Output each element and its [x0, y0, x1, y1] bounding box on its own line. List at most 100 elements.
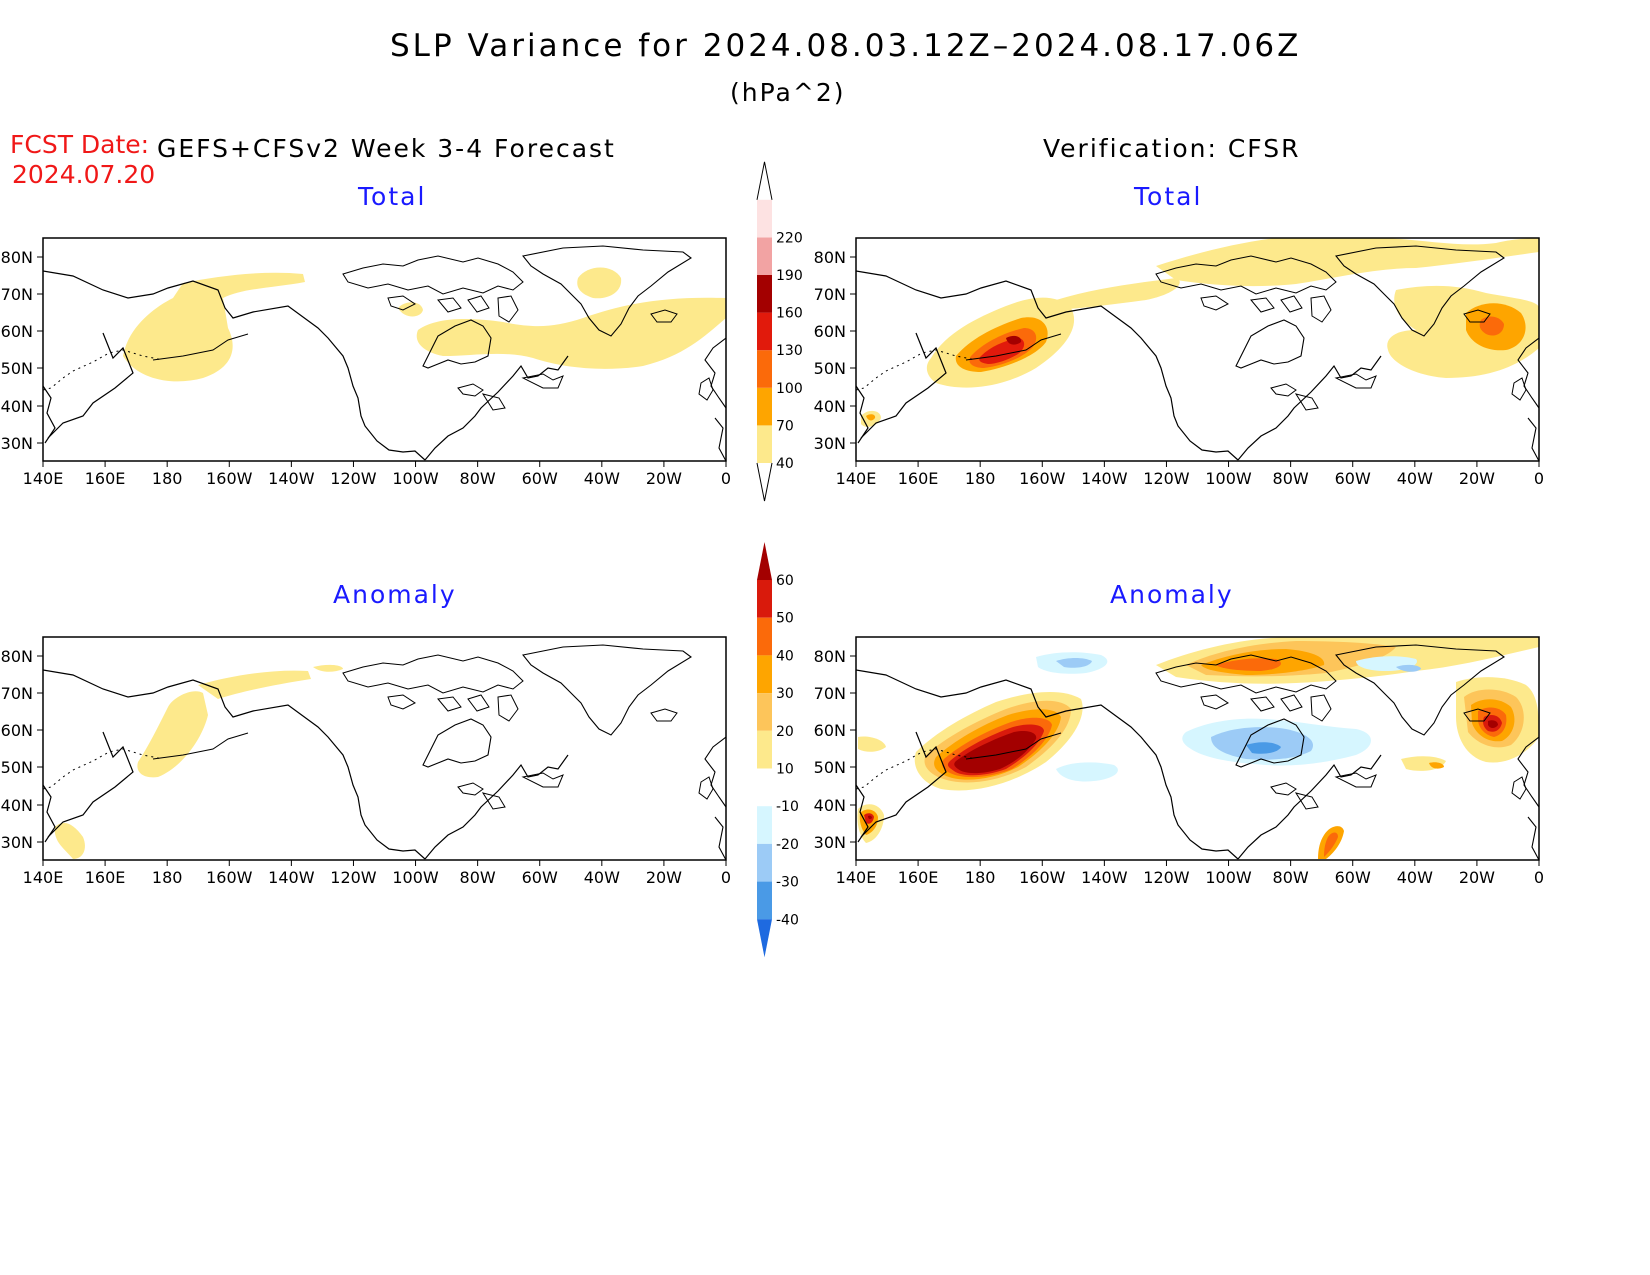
lon-tick-label: 40W [584, 868, 620, 887]
map-frame [42, 237, 727, 462]
lon-tick-label: 120W [1143, 469, 1190, 488]
colorbar-swatch [757, 425, 772, 463]
colorbar-swatch [757, 655, 772, 694]
lon-tick-label: 180 [152, 868, 183, 887]
colorbar-swatch [757, 237, 772, 275]
lon-tick-label: 60W [522, 868, 558, 887]
shaded-region [1006, 335, 1022, 345]
forecast-total-title: Total [358, 182, 427, 211]
lat-tick-label: 50N [814, 359, 846, 378]
lon-tick-label: 160W [1019, 868, 1066, 887]
fcst-date-label: FCST Date: [10, 130, 150, 159]
shaded-region [1216, 658, 1281, 671]
lon-tick-label: 40W [1397, 469, 1433, 488]
shaded-region [1396, 664, 1421, 672]
map-frame [855, 636, 1540, 861]
lon-tick-label: 80W [460, 469, 496, 488]
map-frame [42, 636, 727, 861]
colorbar-label: -30 [776, 875, 799, 891]
lon-tick-label: 120W [330, 868, 377, 887]
shaded-region [1056, 658, 1092, 668]
colorbar-swatch [757, 580, 772, 618]
lat-tick-label: 50N [1, 758, 33, 777]
lon-tick-label: 140E [836, 469, 877, 488]
colorbar-swatch [757, 768, 772, 807]
lon-tick-label: 0 [721, 469, 731, 488]
shaded-region [1429, 762, 1444, 769]
fcst-date-value: 2024.07.20 [12, 160, 156, 189]
lon-tick-label: 80W [460, 868, 496, 887]
lon-tick-label: 160E [898, 469, 939, 488]
lat-tick-label: 40N [1, 397, 33, 416]
lon-tick-label: 60W [522, 469, 558, 488]
lon-tick-label: 20W [1459, 868, 1495, 887]
lon-tick-label: 20W [646, 469, 682, 488]
verification-anomaly-title: Anomaly [1110, 580, 1234, 609]
lat-tick-label: 30N [1, 434, 33, 453]
forecast-total-map: 80N 70N 60N 50N 40N 30N 140E 160E 180 160W 140W 120… [1, 237, 731, 488]
colorbar-label: 220 [776, 230, 803, 246]
lat-tick-label: 60N [1, 322, 33, 341]
lon-tick-label: 40W [1397, 868, 1433, 887]
colorbar-swatch [757, 275, 772, 313]
lat-tick-label: 70N [814, 684, 846, 703]
colorbar-label: 20 [776, 724, 794, 740]
lon-tick-label: 0 [1534, 868, 1544, 887]
lat-tick-label: 70N [1, 285, 33, 304]
colorbar-swatch [757, 693, 772, 731]
shaded-region [1479, 316, 1504, 336]
lon-tick-label: 160W [206, 469, 253, 488]
shaded-region [1056, 762, 1118, 782]
shaded-region [1324, 832, 1338, 857]
lon-tick-label: 120W [1143, 868, 1190, 887]
colorbar-swatch [757, 312, 772, 351]
lon-tick-label: 160W [206, 868, 253, 887]
lat-tick-label: 60N [1, 721, 33, 740]
lon-tick-label: 140E [836, 868, 877, 887]
lon-tick-label: 140E [23, 868, 64, 887]
lat-tick-label: 30N [1, 833, 33, 852]
lat-tick-label: 50N [1, 359, 33, 378]
lat-tick-label: 30N [814, 434, 846, 453]
forecast-anomaly-title: Anomaly [333, 580, 457, 609]
shaded-region [1488, 720, 1498, 728]
shaded-region [1156, 238, 1539, 287]
colorbar-swatch [757, 199, 772, 238]
lon-tick-label: 0 [1534, 469, 1544, 488]
shaded-region [954, 730, 1037, 774]
lat-tick-label: 40N [1, 796, 33, 815]
colorbar-label: 160 [776, 306, 803, 322]
lat-tick-label: 40N [814, 397, 846, 416]
shaded-region [54, 822, 85, 859]
verification-anomaly-map: 80N 70N 60N 50N 40N 30N 140E 160E 180 160W 140W 120… [814, 636, 1544, 887]
colorbar-label: 50 [776, 611, 794, 627]
colorbar-label: 40 [776, 456, 794, 472]
lat-tick-label: 40N [814, 796, 846, 815]
lat-tick-label: 80N [814, 248, 846, 267]
verification-header: Verification: CFSR [1043, 134, 1301, 163]
forecast-header: GEFS+CFSv2 Week 3-4 Forecast [157, 134, 616, 163]
shaded-region [858, 736, 886, 752]
shaded-region [866, 414, 876, 421]
lon-tick-label: 140E [23, 469, 64, 488]
lat-tick-label: 70N [1, 684, 33, 703]
shaded-region [137, 691, 208, 778]
shaded-region [1056, 278, 1180, 310]
lon-tick-label: 100W [1205, 868, 1252, 887]
shaded-region [313, 664, 343, 672]
shaded-region [398, 302, 423, 317]
lon-tick-label: 0 [721, 868, 731, 887]
lat-tick-label: 60N [814, 721, 846, 740]
colorbar-label: 60 [776, 573, 794, 589]
colorbar-swatch [757, 542, 772, 580]
colorbar-label: 40 [776, 648, 794, 664]
lon-tick-label: 20W [1459, 469, 1495, 488]
total-colorbar: 40 70 100 130 160 190 220 [756, 161, 803, 502]
shaded-region [198, 670, 311, 699]
lon-tick-label: 120W [330, 469, 377, 488]
lat-tick-label: 60N [814, 322, 846, 341]
shaded-region [1246, 742, 1281, 754]
colorbar-label: 100 [776, 381, 803, 397]
lon-tick-label: 40W [584, 469, 620, 488]
colorbar-label: -40 [776, 912, 799, 928]
